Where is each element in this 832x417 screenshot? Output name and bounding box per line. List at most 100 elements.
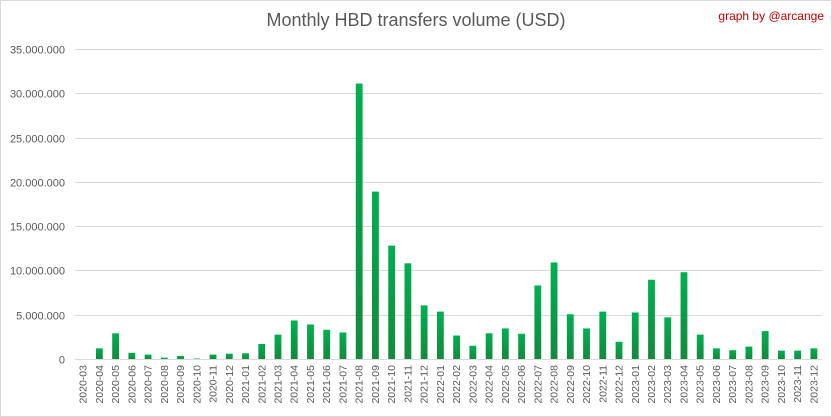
x-tick-label: 2023-12 [808, 365, 820, 404]
bar-2021-06 [323, 329, 331, 359]
bar-2021-08 [355, 83, 363, 359]
bar-2023-03 [664, 317, 672, 359]
bar-2023-10 [777, 350, 785, 359]
bar-2020-09 [177, 355, 184, 359]
bar-2022-09 [566, 314, 574, 359]
x-tick-label: 2020-08 [159, 365, 171, 404]
x-tick-label: 2021-09 [370, 365, 382, 404]
bar-2023-09 [761, 331, 769, 359]
x-tick-label: 2020-07 [143, 365, 155, 404]
bar-2020-04 [95, 348, 103, 359]
bar-2021-09 [372, 191, 379, 359]
x-tick-label: 2023-04 [678, 365, 690, 404]
x-tick-label: 2023-09 [760, 365, 772, 404]
x-tick-label: 2021-08 [354, 365, 366, 404]
bar-2022-01 [436, 311, 444, 359]
x-tick-label: 2021-11 [402, 365, 414, 403]
bar-2021-04 [290, 320, 298, 359]
bar-2023-08 [745, 346, 753, 359]
x-tick-label: 2022-07 [532, 365, 544, 404]
x-tick-label: 2023-02 [646, 365, 658, 404]
x-tick-label: 2021-04 [289, 365, 301, 404]
bar-2022-02 [453, 335, 461, 359]
y-tick-label: 30.000.000 [10, 89, 65, 101]
bar-2021-10 [388, 245, 396, 359]
bar-2022-08 [550, 262, 558, 359]
bar-2020-12 [225, 353, 233, 359]
y-tick-label: 15.000.000 [10, 222, 65, 234]
y-tick-label: 10.000.000 [10, 266, 65, 278]
bar-2023-12 [810, 348, 818, 359]
y-tick-label: 25.000.000 [10, 134, 65, 146]
bar-2020-11 [209, 354, 217, 359]
bar-2021-01 [242, 353, 249, 359]
gridlines [75, 49, 822, 360]
bar-2020-06 [128, 352, 136, 359]
x-tick-label: 2020-04 [94, 365, 106, 404]
y-tick-label: 20.000.000 [10, 178, 65, 190]
bar-2020-08 [160, 357, 168, 359]
x-tick-label: 2023-03 [662, 365, 674, 404]
x-tick-label: 2023-11 [792, 365, 804, 403]
x-tick-label: 2023-06 [711, 365, 723, 404]
x-tick-label: 2021-01 [240, 365, 252, 404]
x-tick-label: 2021-10 [386, 365, 398, 404]
x-tick-label: 2020-03 [78, 365, 90, 404]
x-tick-label: 2020-06 [126, 365, 138, 404]
x-tick-label: 2023-10 [776, 365, 788, 404]
x-tick-label: 2021-06 [321, 365, 333, 404]
x-tick-label: 2022-08 [549, 365, 561, 404]
bar-2022-05 [501, 328, 509, 359]
x-tick-label: 2022-02 [451, 365, 463, 404]
bar-2021-05 [307, 324, 314, 359]
x-axis-ticks: 2020-03 2020-04 2020-05 2020-06 2020-07 2020-… [78, 365, 821, 404]
bar-2022-11 [599, 311, 607, 359]
x-tick-label: 2020-10 [191, 365, 203, 404]
bar-2022-06 [518, 333, 525, 359]
x-tick-label: 2023-05 [695, 365, 707, 404]
x-tick-label: 2020-11 [208, 365, 220, 403]
bar-2022-07 [534, 285, 542, 359]
bar-2023-05 [696, 334, 704, 359]
x-tick-label: 2021-03 [272, 365, 284, 404]
bar-2020-07 [144, 354, 152, 359]
bars [95, 83, 818, 359]
y-tick-label: 0 [59, 355, 65, 367]
x-tick-label: 2023-01 [630, 365, 642, 404]
x-tick-label: 2022-01 [435, 365, 447, 404]
y-axis-ticks: 0 5.000.000 10.000.000 15.000.000 20.000.000… [10, 45, 65, 367]
bar-2023-02 [648, 279, 655, 359]
x-tick-label: 2022-09 [565, 365, 577, 404]
bar-2021-11 [404, 263, 412, 359]
x-tick-label: 2021-12 [419, 365, 431, 404]
chart-title: Monthly HBD transfers volume (USD) [266, 10, 566, 30]
bar-2021-12 [420, 305, 428, 359]
x-tick-label: 2022-05 [500, 365, 512, 404]
x-tick-label: 2022-11 [597, 365, 609, 403]
bar-2023-07 [729, 350, 737, 359]
x-tick-label: 2022-06 [516, 365, 528, 404]
bar-2020-05 [112, 333, 120, 359]
bar-2021-02 [258, 343, 266, 359]
x-tick-label: 2020-05 [110, 365, 122, 404]
x-tick-label: 2021-02 [256, 365, 268, 404]
bar-2022-04 [485, 333, 493, 359]
x-tick-label: 2022-10 [581, 365, 593, 404]
x-tick-label: 2021-05 [305, 365, 317, 404]
y-tick-label: 35.000.000 [10, 45, 65, 57]
x-tick-label: 2022-04 [484, 365, 496, 404]
bar-2022-03 [469, 345, 477, 359]
y-tick-label: 5.000.000 [16, 311, 65, 323]
bar-2023-06 [713, 348, 720, 359]
x-tick-label: 2020-09 [175, 365, 187, 404]
x-tick-label: 2021-07 [337, 365, 349, 404]
bar-2023-11 [794, 350, 802, 359]
bar-2023-01 [631, 312, 639, 359]
x-tick-label: 2023-08 [743, 365, 755, 404]
bar-2021-03 [274, 334, 282, 359]
bar-2022-10 [583, 328, 590, 359]
credit-label: graph by @arcange [718, 9, 824, 23]
x-tick-label: 2022-12 [614, 365, 626, 404]
